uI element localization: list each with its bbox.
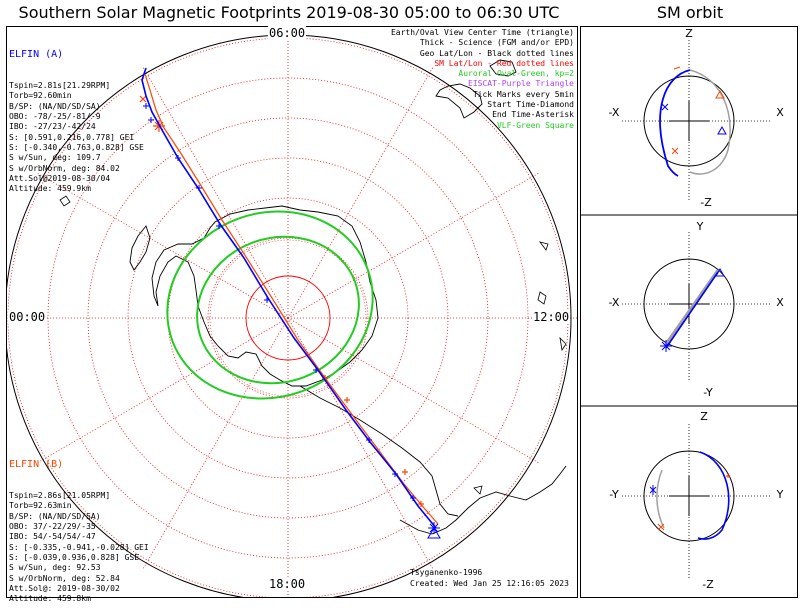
elfin-b-line: S: [-0.335,-0.941,-0.028] GEI xyxy=(9,542,149,552)
elfin-a-ticks xyxy=(143,103,416,501)
elfin-a-line: Torb=92.60min xyxy=(9,91,72,101)
auroral-oval-inner xyxy=(196,235,360,385)
elfin-a-line: OBO: -78/-25/-81/-9 xyxy=(9,112,101,122)
mlt-label-left: 00:00 xyxy=(8,310,47,324)
elfin-a-line: IBO: -27/23/-42/24 xyxy=(9,122,96,132)
elfin-b-line: Att.Sol@: 2019-08-30/02 xyxy=(9,583,120,593)
orbit1-top-label: Z xyxy=(685,27,693,40)
elfin-b-ticks xyxy=(139,95,424,507)
elfin-b-info: ELFIN (B) Tspin=2.86s[21.05RPM] Torb=92.6… xyxy=(9,438,149,615)
auroral-oval-outer xyxy=(166,210,374,400)
orbit1-right-label: X xyxy=(776,106,784,119)
peninsula-coastline xyxy=(299,385,459,517)
model-credit: Tsyganenko-1996 xyxy=(410,568,483,577)
australia-coastline xyxy=(435,59,517,119)
legend-item: Thick - Science (FGM and/or EPD) xyxy=(419,38,574,48)
orbit-panel-yz xyxy=(622,424,770,578)
elfin-b-line: OBO: 37/-22/29/-35 xyxy=(9,522,96,532)
legend: Earth/Oval View Center Time (triangle) Th… xyxy=(391,28,574,131)
elfin-b-line: S: [-0.039,0.936,0.828] GSE xyxy=(9,552,140,562)
legend-item: End Time-Asterisk xyxy=(492,110,574,120)
orbit3-bottom-label: -Z xyxy=(702,578,714,591)
orbit2-top-label: Y xyxy=(696,220,704,233)
orbit2-right-label: X xyxy=(776,296,784,309)
elfin-a-line: Altitude: 459.9km xyxy=(9,184,91,194)
elfin-b-track xyxy=(144,73,439,525)
elfin-a-line: S: [-0.340,-0.763,0.828] GSE xyxy=(9,142,144,152)
elfin-b-line: S w/OrbNorm, deg: 52.84 xyxy=(9,573,120,583)
elfin-b-line: Tspin=2.86s[21.05RPM] xyxy=(9,491,111,501)
orbit-panels-frame xyxy=(580,26,798,598)
created-credit: Created: Wed Jan 25 12:16:05 2023 xyxy=(410,579,569,588)
orbit-panel-xy xyxy=(580,232,798,407)
elfin-b-lines: Tspin=2.86s[21.05RPM] Torb=92.63min B/SP: … xyxy=(9,491,149,604)
elfin-a-line: S: [0.591,0.216,0.778] GEI xyxy=(9,132,135,142)
elfin-a-lines: Tspin=2.81s[21.29RPM] Torb=92.60min B/SP: … xyxy=(9,81,144,194)
antarctica-coastline xyxy=(151,205,379,387)
orbit2-left-label: -X xyxy=(609,296,620,309)
legend-item: Tick Marks every 5min xyxy=(472,89,574,99)
orbit-title: SM orbit xyxy=(656,3,724,22)
elfin-a-line: Tspin=2.81s[21.29RPM] xyxy=(9,81,111,91)
legend-item: Earth/Oval View Center Time (triangle) xyxy=(390,28,574,37)
elfin-b-line: S w/Sun, deg: 92.53 xyxy=(9,563,101,573)
elfin-a-name: ELFIN (A) xyxy=(9,48,64,60)
orbit-panel-xz xyxy=(580,40,798,216)
elfin-b-line: B/SP: (NA/ND/SD/SA) xyxy=(9,511,101,521)
orbit3-left-label: -Y xyxy=(609,488,619,501)
orbit3-right-label: Y xyxy=(776,488,784,501)
mlt-label-top: 06:00 xyxy=(268,26,307,40)
island-coastlines xyxy=(59,195,567,495)
mlt-label-right: 12:00 xyxy=(532,310,571,324)
elfin-a-line: S w/Sun, deg: 109.7 xyxy=(9,153,101,163)
orbit3-top-label: Z xyxy=(700,410,708,423)
elfin-a-line: B/SP: (NA/ND/SD/SA) xyxy=(9,101,101,111)
map-canvas: Z -Z -X X Y -Y -X X Z -Z -Y Y xyxy=(7,27,798,597)
legend-item: VLF-Green Square xyxy=(496,120,574,130)
africa-coastline xyxy=(129,225,151,271)
view-center-triangle xyxy=(427,527,441,539)
plot-title: Southern Solar Magnetic Footprints 2019-… xyxy=(18,3,560,22)
orbit1-bottom-label: -Z xyxy=(700,196,712,209)
orbit2-bottom-label: -Y xyxy=(703,386,713,399)
elfin-a-line: Att.Sol@2019-08-30/04 xyxy=(9,173,111,183)
legend-item: EISCAT-Purple Triangle xyxy=(468,79,574,89)
elfin-b-name: ELFIN (B) xyxy=(9,458,64,470)
orbit1-left-label: -X xyxy=(609,106,620,119)
legend-item: Geo Lat/Lon - Black dotted lines xyxy=(419,48,574,58)
legend-item: SM Lat/Lon - Red dotted lines xyxy=(434,58,574,68)
legend-item: Auroral Oval-Green, kp=2 xyxy=(458,69,574,79)
south-america-coastline xyxy=(399,465,567,535)
elfin-a-line: S w/OrbNorm, deg: 84.02 xyxy=(9,163,120,173)
elfin-b-line: Altitude: 459.8km xyxy=(9,594,91,604)
elfin-a-track xyxy=(141,67,437,529)
elfin-a-info: ELFIN (A) Tspin=2.81s[21.29RPM] Torb=92.6… xyxy=(9,28,144,205)
legend-item: Start Time-Diamond xyxy=(487,100,574,110)
elfin-b-line: IBO: 54/-54/54/-47 xyxy=(9,532,96,542)
elfin-b-line: Torb=92.63min xyxy=(9,501,72,511)
polar-map xyxy=(7,28,577,597)
mlt-label-bottom: 18:00 xyxy=(268,577,307,591)
